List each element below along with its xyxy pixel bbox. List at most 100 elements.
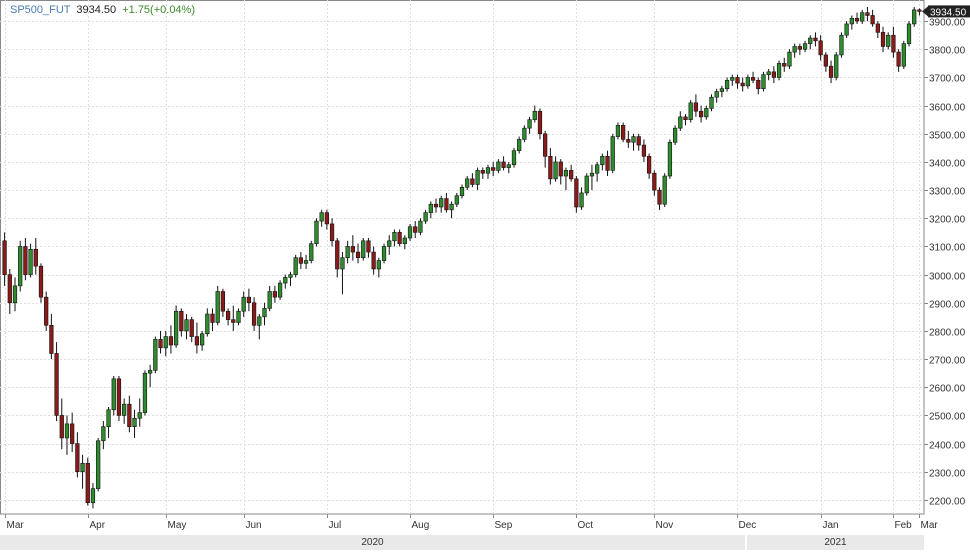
- candle-body: [465, 178, 470, 188]
- candle-body: [834, 54, 839, 78]
- candle-body: [179, 310, 184, 332]
- candle-body: [818, 40, 823, 56]
- x-tick-label: Jun: [246, 520, 262, 531]
- candle-body: [64, 423, 70, 439]
- candle-body: [522, 127, 527, 140]
- candle-body: [319, 212, 324, 222]
- candle-body: [309, 243, 314, 261]
- candle-body: [122, 403, 127, 416]
- last-price: 3934.50: [76, 4, 117, 16]
- candle-body: [714, 91, 719, 98]
- y-tick-label: 2800.00: [929, 328, 966, 339]
- y-tick-label: 3100.00: [929, 243, 966, 254]
- candle-body: [168, 336, 174, 346]
- year-band-2021: 2021: [747, 535, 924, 550]
- candle-body: [402, 237, 407, 244]
- candle-body: [407, 226, 413, 239]
- candle-body: [12, 285, 18, 304]
- price-change: +1.75(+0.04%): [122, 4, 195, 16]
- candle-body: [787, 51, 792, 67]
- last-price-tag: 3934.50: [930, 7, 967, 18]
- candle-body: [501, 161, 506, 168]
- candle-body: [548, 156, 553, 180]
- candle-body: [813, 37, 818, 42]
- candle-body: [730, 77, 735, 81]
- candle-body: [631, 136, 636, 143]
- candle-body: [563, 170, 569, 177]
- candle-body: [849, 18, 854, 25]
- x-tick-label: Sep: [495, 520, 513, 531]
- y-tick-label: 2400.00: [929, 441, 966, 452]
- candle-body: [236, 310, 241, 323]
- x-tick-label: Jul: [329, 520, 342, 531]
- candle-body: [844, 23, 849, 36]
- candle-body: [678, 116, 683, 129]
- plot-frame: [0, 0, 925, 515]
- candle-body: [142, 372, 148, 413]
- chart-legend: SP500_FUT 3934.50 +1.75(+0.04%): [10, 4, 195, 16]
- candle-body: [626, 139, 631, 143]
- candle-body: [314, 220, 319, 244]
- candle-body: [329, 223, 335, 242]
- candle-body: [215, 291, 220, 323]
- candle-body: [600, 156, 605, 166]
- candle-body: [496, 161, 501, 171]
- candle-body: [116, 378, 122, 416]
- candle-body: [589, 172, 595, 177]
- candle-body: [70, 423, 75, 444]
- candle-body: [127, 403, 132, 427]
- candle-body: [906, 23, 912, 44]
- candle-body: [231, 319, 236, 323]
- candle-body: [766, 71, 771, 75]
- candle-body: [527, 119, 532, 129]
- candle-body: [761, 74, 766, 90]
- candle-body: [241, 296, 246, 312]
- candle-body: [621, 125, 626, 140]
- symbol-label: SP500_FUT: [10, 4, 71, 16]
- candle-body: [532, 110, 537, 120]
- candle-body: [865, 12, 870, 16]
- y-tick-label: 3700.00: [929, 74, 966, 85]
- last-price-pointer: [922, 6, 928, 17]
- candle-body: [912, 9, 917, 25]
- candle-body: [709, 96, 714, 109]
- y-tick-label: 2900.00: [929, 300, 966, 311]
- year-label-2020: 2020: [361, 537, 384, 548]
- candle-body: [735, 77, 740, 84]
- candle-body: [652, 172, 657, 191]
- candle-body: [610, 136, 615, 171]
- y-tick-label: 3300.00: [929, 187, 966, 198]
- x-tick-label: Mar: [921, 520, 939, 531]
- candle-body: [657, 189, 662, 205]
- candle-body: [366, 240, 371, 253]
- candle-body: [361, 240, 366, 259]
- candle-body: [569, 170, 574, 180]
- y-tick-label: 3500.00: [929, 131, 966, 142]
- candle-body: [80, 463, 85, 473]
- y-tick-label: 3200.00: [929, 215, 966, 226]
- candle-body: [288, 274, 293, 278]
- y-tick-label: 3900.00: [929, 18, 966, 29]
- candle-body: [163, 336, 168, 349]
- candle-body: [54, 353, 59, 416]
- candle-body: [537, 110, 543, 135]
- last-price-box: [928, 5, 970, 18]
- y-tick-label: 2700.00: [929, 356, 966, 367]
- candle-body: [901, 43, 906, 67]
- candle-body: [210, 313, 215, 323]
- y-tick-label: 3800.00: [929, 46, 966, 57]
- candle-body: [220, 291, 226, 312]
- candle-body: [28, 248, 33, 275]
- candle-body: [719, 88, 725, 92]
- candle-body: [23, 246, 28, 275]
- candle-body: [595, 164, 600, 174]
- candle-body: [44, 296, 49, 326]
- candle-body: [698, 110, 704, 118]
- candle-body: [205, 313, 210, 335]
- candle-body: [153, 339, 158, 371]
- candle-body: [371, 251, 376, 270]
- candle-body: [439, 198, 444, 208]
- candle-body: [267, 291, 272, 309]
